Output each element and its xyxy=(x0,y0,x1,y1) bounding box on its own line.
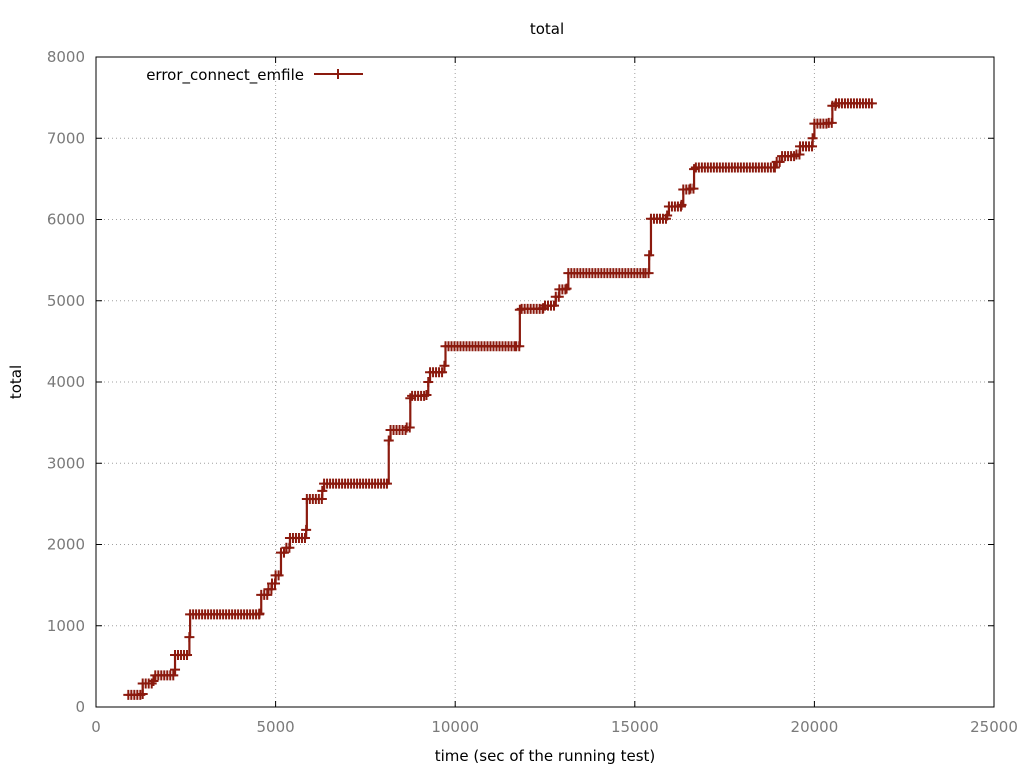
series-point xyxy=(135,689,146,700)
y-axis-title: total xyxy=(7,365,25,399)
series-line xyxy=(128,102,872,696)
legend-label: error_connect_emfile xyxy=(146,66,304,85)
x-tick-label: 0 xyxy=(91,718,101,736)
series-point xyxy=(301,524,312,535)
y-tick-label: 4000 xyxy=(47,373,85,391)
x-tick-label: 25000 xyxy=(970,718,1018,736)
series-point xyxy=(768,162,779,173)
plot-frame xyxy=(95,56,995,708)
series-point xyxy=(560,284,571,295)
series-point xyxy=(379,478,390,489)
series-point xyxy=(273,570,284,581)
series-point xyxy=(689,164,700,175)
y-tick-label: 7000 xyxy=(47,129,85,147)
series-point xyxy=(299,533,310,543)
series-point xyxy=(644,250,655,261)
series-point xyxy=(270,578,281,589)
series-point xyxy=(553,291,564,302)
y-tick-label: 8000 xyxy=(47,48,85,66)
series-point xyxy=(549,300,559,311)
series-point xyxy=(184,632,195,643)
series-point xyxy=(675,201,686,212)
y-tick-label: 1000 xyxy=(47,617,85,635)
series-point xyxy=(774,156,785,167)
axes xyxy=(95,56,995,708)
series-point xyxy=(643,268,654,279)
series-point xyxy=(789,151,800,162)
y-tick-labels: 0 1000 2000 3000 4000 5000 6000 7000 8000 xyxy=(47,48,85,716)
series-point xyxy=(262,589,273,600)
x-tick-label: 20000 xyxy=(791,718,839,736)
y-tick-label: 5000 xyxy=(47,292,85,310)
series-point xyxy=(807,141,818,152)
x-axis-title: time (sec of the running test) xyxy=(435,747,656,765)
legend: error_connect_emfile xyxy=(146,66,363,85)
series-point xyxy=(863,98,874,109)
series-point xyxy=(316,494,327,504)
x-tick-labels: 0 5000 10000 15000 20000 25000 xyxy=(91,718,1018,736)
series-point xyxy=(170,664,181,675)
y-tick-label: 0 xyxy=(75,698,85,716)
series-point xyxy=(419,390,430,401)
y-tick-label: 6000 xyxy=(47,211,85,229)
series-point xyxy=(404,422,415,433)
y-tick-label: 3000 xyxy=(47,454,85,472)
series-point xyxy=(439,360,450,371)
series-point xyxy=(423,377,434,387)
series-point xyxy=(266,584,277,595)
series-point xyxy=(284,542,295,553)
series-markers xyxy=(123,98,877,700)
x-tick-label: 15000 xyxy=(611,718,659,736)
series-point xyxy=(168,670,179,681)
series-point xyxy=(278,547,289,558)
series-point xyxy=(794,149,805,160)
x-tick-label: 5000 xyxy=(257,718,295,736)
x-tick-label: 10000 xyxy=(431,718,479,736)
series-point xyxy=(826,117,837,128)
series-point xyxy=(383,435,394,446)
series-layer xyxy=(123,98,877,700)
legend-marker xyxy=(333,69,343,79)
series-point xyxy=(182,650,193,660)
series-point xyxy=(254,609,265,620)
y-tick-label: 2000 xyxy=(47,536,85,554)
series-point xyxy=(688,183,699,194)
series-point xyxy=(660,213,671,224)
grid xyxy=(96,57,994,707)
series-point xyxy=(514,341,525,352)
chart-title: total xyxy=(530,20,564,38)
series-point xyxy=(146,678,157,689)
series-point xyxy=(437,367,448,378)
